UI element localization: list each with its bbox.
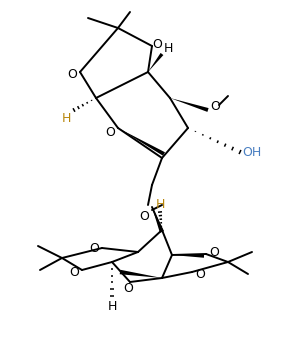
Text: H: H bbox=[61, 111, 71, 125]
Text: H: H bbox=[163, 42, 173, 55]
Text: O: O bbox=[89, 241, 99, 255]
Text: O: O bbox=[152, 37, 162, 50]
Text: O: O bbox=[69, 265, 79, 279]
Text: O: O bbox=[210, 99, 220, 113]
Text: O: O bbox=[123, 282, 133, 295]
Text: H: H bbox=[107, 299, 117, 312]
Polygon shape bbox=[172, 254, 204, 258]
Text: O: O bbox=[209, 246, 219, 259]
Polygon shape bbox=[152, 207, 164, 233]
Text: O: O bbox=[67, 68, 77, 81]
Polygon shape bbox=[118, 128, 165, 156]
Text: O: O bbox=[195, 268, 205, 281]
Text: O: O bbox=[105, 126, 115, 139]
Text: H: H bbox=[155, 198, 165, 211]
Polygon shape bbox=[170, 98, 209, 112]
Text: OH: OH bbox=[242, 145, 262, 158]
Polygon shape bbox=[148, 53, 163, 72]
Polygon shape bbox=[120, 270, 162, 278]
Text: O: O bbox=[139, 210, 149, 223]
